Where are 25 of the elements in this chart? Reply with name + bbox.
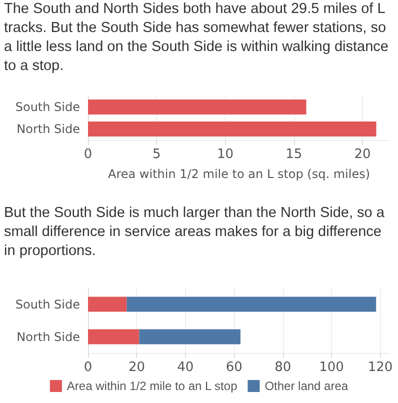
legend-label: Area within 1/2 mile to an L stop [66, 379, 238, 393]
y-tick-label: North Side [16, 122, 80, 136]
x-tick-label: 100 [319, 360, 344, 375]
x-tick-label: 20 [128, 360, 145, 375]
legend-label: Other land area [264, 379, 348, 393]
x-tick-label: 10 [217, 147, 234, 162]
x-tick-label: 0 [84, 360, 92, 375]
x-tick-label: 40 [177, 360, 194, 375]
chart-title: The South and North Sides both have about 29.5 miles of L tracks. But the South Side has somewhat fewer stations, so a little less land on the South Side is within walking distance to a stop. [3, 0, 390, 76]
x-tick-label: 5 [152, 147, 161, 162]
bar [139, 329, 240, 344]
chart-title: But the South Side is much larger than the North Side, so a small difference in service areas makes for a big difference in proportions. [3, 204, 386, 261]
x-tick-label: 60 [226, 360, 242, 375]
x-tick-label: 120 [368, 360, 393, 375]
bar [88, 329, 140, 344]
x-tick-label: 80 [274, 360, 292, 375]
y-tick-label: South Side [15, 100, 80, 114]
y-tick-label: South Side [15, 297, 80, 312]
x-tick-label: 0 [84, 147, 92, 162]
x-tick-label: 15 [286, 147, 302, 162]
bar [126, 296, 376, 312]
y-tick-label: North Side [16, 330, 80, 344]
bar [88, 296, 127, 312]
x-axis-title: Area within 1/2 mile to an L stop (sq. miles) [108, 167, 370, 181]
x-tick-label: 20 [354, 147, 371, 162]
